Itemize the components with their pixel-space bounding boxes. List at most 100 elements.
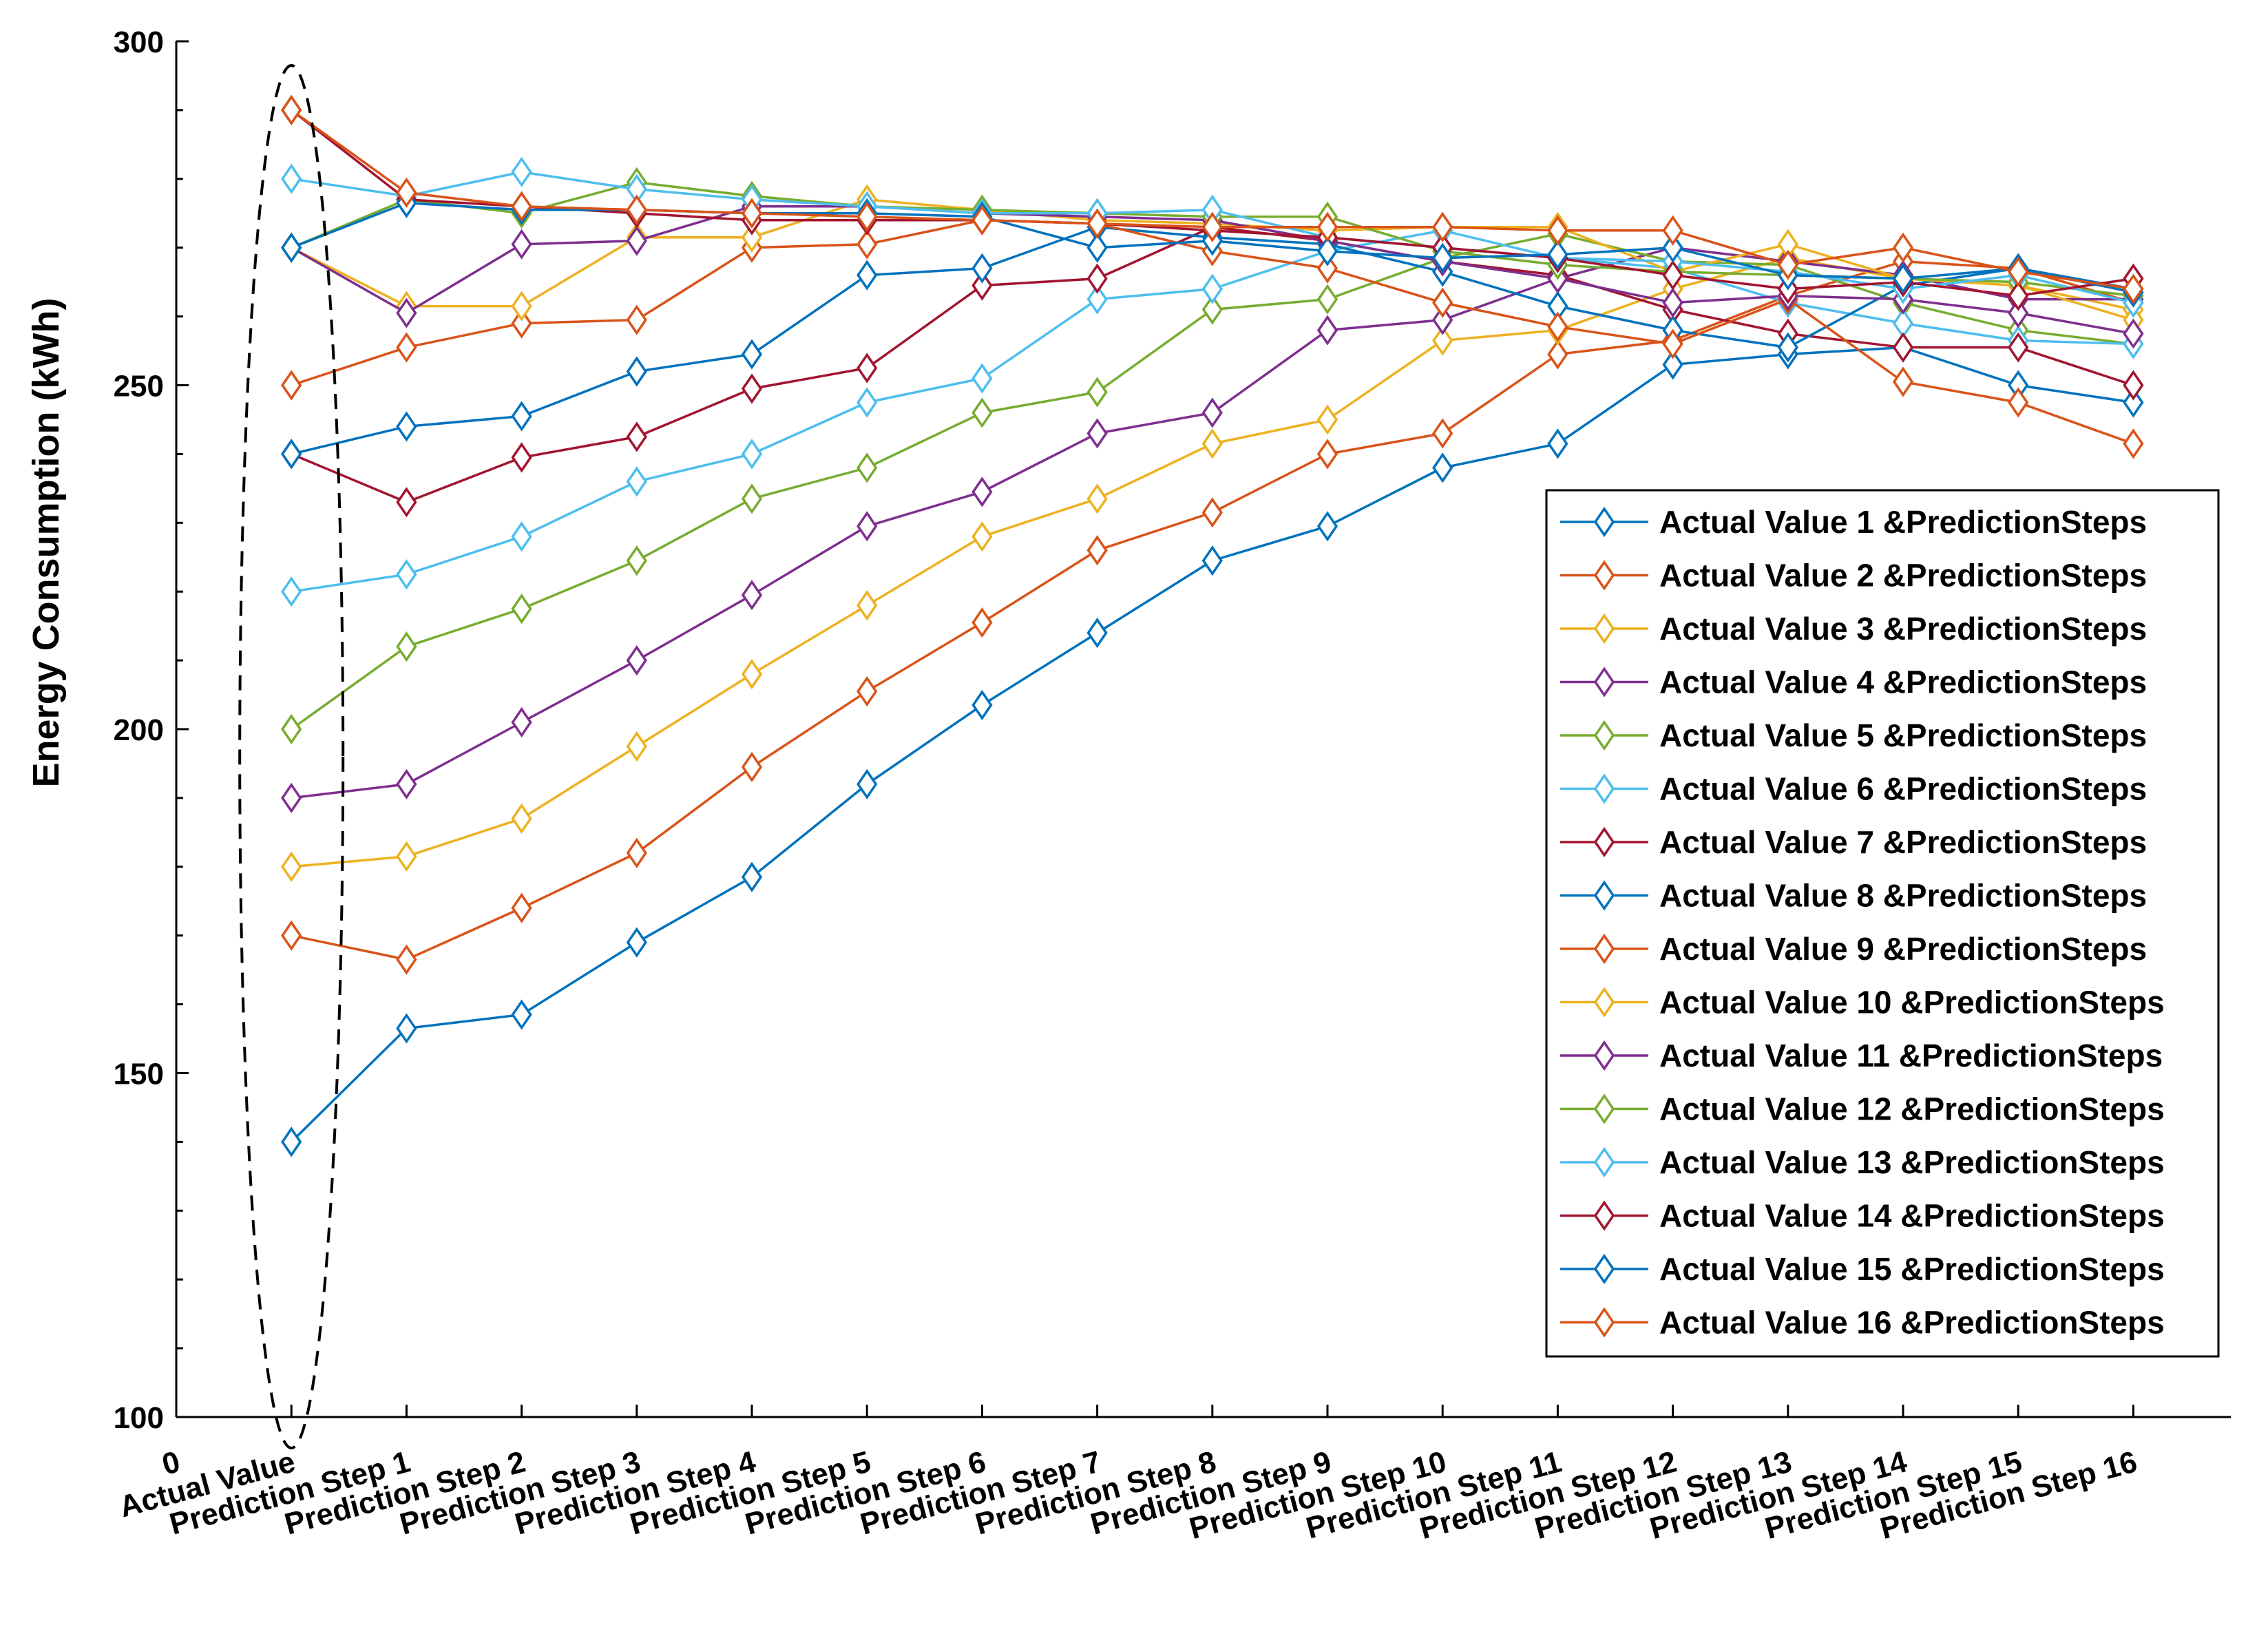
data-point-marker — [1086, 284, 1108, 315]
legend-label: Actual Value 6 &PredictionSteps — [1659, 771, 2147, 807]
data-point-marker — [511, 442, 532, 473]
data-point-marker — [281, 232, 302, 263]
legend-entry: Actual Value 5 &PredictionSteps — [1560, 717, 2147, 753]
data-point-marker — [511, 999, 532, 1030]
data-point-marker — [972, 253, 993, 284]
data-point-marker — [626, 731, 647, 762]
data-point-marker — [857, 590, 878, 621]
data-point-marker — [2008, 297, 2029, 328]
data-point-marker — [1086, 263, 1108, 294]
data-point-marker — [1316, 253, 1338, 284]
data-point-marker — [1432, 325, 1453, 356]
legend-label: Actual Value 1 &PredictionSteps — [1659, 504, 2147, 540]
data-point-marker — [857, 260, 878, 291]
data-point-marker — [1432, 304, 1453, 335]
data-point-marker — [281, 439, 302, 470]
y-tick-label: 100 — [114, 1401, 164, 1435]
data-point-marker — [511, 229, 532, 260]
data-point-marker — [2008, 280, 2029, 311]
actual-value-highlight-ellipse — [238, 64, 345, 1449]
data-point-marker — [1201, 428, 1223, 459]
legend-marker — [1593, 773, 1615, 804]
data-point-marker — [626, 837, 647, 868]
data-point-marker — [972, 476, 993, 507]
legend-marker — [1593, 1307, 1615, 1338]
data-point-marker — [857, 675, 878, 707]
data-point-marker — [1432, 287, 1453, 318]
data-point-marker — [1777, 332, 1798, 363]
legend-label: Actual Value 10 &PredictionSteps — [1659, 985, 2165, 1020]
data-point-marker — [1547, 239, 1568, 270]
legend-marker — [1593, 1040, 1615, 1071]
data-point-marker — [741, 339, 763, 370]
data-point-marker — [1086, 377, 1108, 408]
data-point-marker — [626, 356, 647, 387]
data-point-marker — [741, 658, 763, 690]
data-point-marker — [626, 545, 647, 576]
data-point-marker — [281, 1126, 302, 1157]
data-point-marker — [511, 308, 532, 339]
data-point-marker — [1662, 349, 1683, 380]
data-point-marker — [1892, 232, 1914, 263]
legend-label: Actual Value 11 &PredictionSteps — [1659, 1038, 2163, 1073]
legend-entry: Actual Value 12 &PredictionSteps — [1560, 1091, 2165, 1127]
legend-box — [1545, 489, 2220, 1358]
data-point-marker — [1777, 249, 1798, 280]
legend-marker — [1593, 560, 1615, 591]
data-point-marker — [741, 198, 763, 229]
data-point-marker — [626, 927, 647, 958]
data-point-marker — [741, 580, 763, 611]
legend-marker — [1593, 933, 1615, 965]
data-point-marker — [2123, 273, 2144, 304]
data-point-marker — [281, 94, 302, 125]
legend-entry: Actual Value 9 &PredictionSteps — [1560, 931, 2147, 967]
series-1 — [281, 332, 2144, 1157]
series-line — [291, 225, 2134, 504]
data-point-marker — [396, 1013, 417, 1044]
legend-label: Actual Value 9 &PredictionSteps — [1659, 931, 2147, 967]
y-tick-label: 250 — [114, 370, 164, 403]
data-point-marker — [741, 439, 763, 470]
data-point-marker — [281, 782, 302, 813]
data-point-marker — [626, 304, 647, 335]
data-point-marker — [1201, 397, 1223, 428]
data-point-marker — [857, 201, 878, 232]
data-point-marker — [857, 768, 878, 800]
data-point-marker — [511, 191, 532, 222]
data-point-marker — [2123, 370, 2144, 401]
legend-entry: Actual Value 8 &PredictionSteps — [1560, 878, 2147, 914]
legend-label: Actual Value 13 &PredictionSteps — [1659, 1144, 2165, 1180]
data-point-marker — [1892, 332, 1914, 363]
legend-entry: Actual Value 7 &PredictionSteps — [1560, 824, 2147, 860]
legend-entry: Actual Value 2 &PredictionSteps — [1560, 558, 2147, 594]
data-point-marker — [857, 387, 878, 418]
legend-label: Actual Value 15 &PredictionSteps — [1659, 1251, 2165, 1287]
data-point-marker — [972, 204, 993, 235]
legend-label: Actual Value 3 &PredictionSteps — [1659, 611, 2147, 647]
data-point-marker — [2123, 428, 2144, 459]
legend-label: Actual Value 14 &PredictionSteps — [1659, 1198, 2165, 1234]
y-tick-labels: 100 150 200 250 300 — [114, 25, 189, 1435]
data-point-marker — [2008, 256, 2029, 287]
data-point-marker — [972, 363, 993, 394]
data-point-marker — [511, 594, 532, 625]
data-point-marker — [511, 803, 532, 834]
legend-marker — [1593, 1093, 1615, 1124]
data-point-marker — [1547, 339, 1568, 370]
legend-entry: Actual Value 11 &PredictionSteps — [1560, 1038, 2163, 1073]
data-point-marker — [741, 483, 763, 514]
legend-entry: Actual Value 6 &PredictionSteps — [1560, 771, 2147, 807]
series-group — [281, 94, 2144, 1157]
data-point-marker — [741, 861, 763, 892]
data-point-marker — [1086, 208, 1108, 239]
data-point-marker — [972, 689, 993, 721]
data-point-marker — [1086, 618, 1108, 649]
data-point-marker — [1316, 284, 1338, 315]
data-point-marker — [1662, 232, 1683, 263]
data-point-marker — [281, 370, 302, 401]
data-point-marker — [1086, 483, 1108, 514]
data-point-marker — [1316, 439, 1338, 470]
legend-marker — [1593, 1200, 1615, 1231]
legend-entry: Actual Value 3 &PredictionSteps — [1560, 611, 2147, 647]
